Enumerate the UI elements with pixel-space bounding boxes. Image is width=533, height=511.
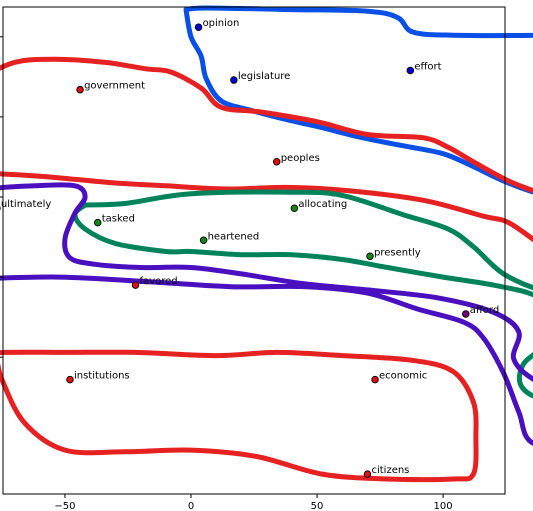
point-favored bbox=[131, 281, 140, 289]
point-label-heartened: heartened bbox=[208, 231, 260, 242]
x-tick-label: 100 bbox=[434, 501, 453, 511]
point-label-government: government bbox=[84, 81, 145, 92]
point-effort bbox=[406, 66, 415, 75]
point-economic bbox=[371, 375, 379, 384]
point-afford bbox=[462, 310, 470, 318]
point-label-institutions: institutions bbox=[74, 371, 130, 382]
x-tick-label: 0 bbox=[188, 501, 194, 511]
point-institutions bbox=[66, 375, 74, 384]
point-label-peoples: peoples bbox=[281, 153, 320, 164]
blue-outline bbox=[183, 5, 533, 195]
axes-frame bbox=[2, 6, 506, 495]
point-label-citizens: citizens bbox=[371, 465, 409, 476]
point-label-effort: effort bbox=[414, 61, 441, 72]
point-label-presently: presently bbox=[374, 247, 421, 258]
green-outline bbox=[72, 189, 533, 399]
point-government bbox=[76, 85, 84, 94]
point-citizens bbox=[363, 470, 372, 478]
point-label-allocating: allocating bbox=[298, 199, 347, 210]
point-label-ultimately: ultimately bbox=[1, 199, 52, 210]
point-presently bbox=[366, 252, 374, 261]
x-tick-label: 50 bbox=[311, 501, 324, 511]
purple-outline bbox=[0, 182, 533, 447]
cluster-outlines bbox=[0, 5, 533, 483]
x-tick-label: −50 bbox=[54, 501, 75, 511]
point-label-economic: economic bbox=[379, 371, 427, 382]
point-legislature bbox=[230, 76, 238, 84]
point-heartened bbox=[199, 236, 208, 245]
point-tasked bbox=[93, 218, 102, 227]
x-axis: −100−50050100150200 bbox=[54, 494, 453, 511]
point-label-favored: favored bbox=[140, 276, 178, 287]
point-peoples bbox=[272, 158, 281, 166]
y-axis bbox=[0, 36, 3, 358]
point-label-afford: afford bbox=[470, 305, 499, 316]
data-points: opinionlifeeffortlegislaturegovernmentpe… bbox=[0, 18, 499, 478]
point-label-opinion: opinion bbox=[203, 18, 240, 29]
point-label-tasked: tasked bbox=[102, 214, 135, 225]
point-label-legislature: legislature bbox=[238, 71, 290, 82]
point-allocating bbox=[290, 204, 299, 212]
red-outline-top bbox=[0, 56, 533, 483]
point-opinion bbox=[194, 23, 203, 31]
